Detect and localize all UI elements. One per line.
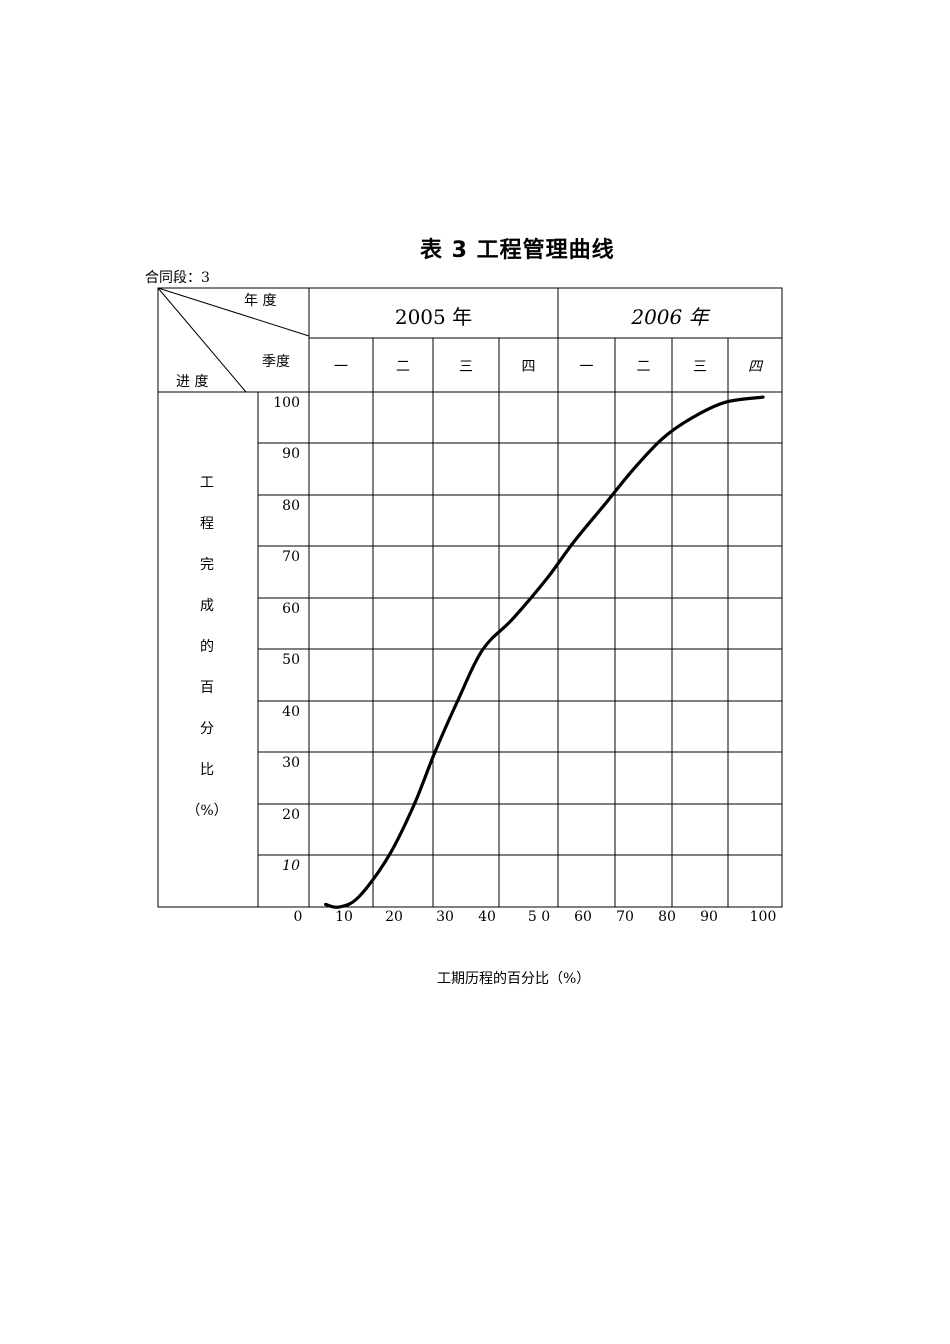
x-tick-label: 80	[658, 909, 676, 925]
year-header-2006: 2006 年	[631, 305, 709, 329]
progress-curve	[324, 395, 765, 909]
y-tick-label: 10	[282, 858, 300, 874]
corner-diagonal-lower	[157, 287, 247, 393]
corner-year-label: 年 度	[244, 293, 277, 309]
x-tick-label: 70	[616, 909, 634, 925]
contract-section-label: 合同段：3	[145, 270, 210, 286]
y-tick-label: 60	[282, 601, 300, 617]
quarter-header: 四	[521, 359, 536, 375]
x-tick-label: 90	[700, 909, 718, 925]
x-tick-label: 10	[335, 909, 353, 925]
x-tick-label: 5 0	[527, 909, 551, 925]
x-tick-label: 30	[436, 909, 454, 925]
y-tick-label: 80	[282, 498, 300, 514]
y-tick-label: 90	[282, 446, 300, 462]
y-axis-label-char: 比	[200, 762, 214, 778]
y-axis-label-char: 分	[200, 721, 214, 737]
y-axis-label-unit: （%）	[186, 803, 228, 819]
y-axis-label-char: 的	[200, 639, 214, 655]
y-tick-label: 40	[282, 704, 300, 720]
x-axis-label: 工期历程的百分比（%）	[437, 971, 591, 987]
y-axis-label-char: 工	[200, 475, 214, 491]
y-tick-label: 100	[273, 395, 300, 411]
quarter-header: 三	[693, 359, 707, 375]
quarter-header: 三	[459, 359, 473, 375]
year-header-2005: 2005 年	[394, 305, 473, 329]
y-axis-label-char: 程	[200, 516, 214, 532]
quarter-header: 一	[334, 359, 348, 375]
y-axis-label-char: 完	[200, 557, 214, 573]
quarter-header: 四	[748, 359, 762, 375]
y-tick-label: 50	[282, 652, 300, 668]
quarter-header: 一	[579, 359, 594, 375]
y-tick-label: 30	[282, 755, 300, 771]
x-tick-label: 20	[385, 909, 403, 925]
x-tick-label: 0	[293, 909, 303, 925]
corner-quarter-label: 季度	[262, 354, 290, 370]
quarter-header: 二	[636, 359, 651, 375]
y-axis-label-char: 百	[200, 680, 214, 696]
x-tick-label: 100	[749, 909, 777, 925]
corner-diagonal-upper	[157, 287, 310, 337]
y-tick-label: 70	[282, 549, 300, 565]
x-tick-label: 60	[574, 909, 592, 925]
x-tick-label: 40	[478, 909, 496, 925]
y-axis-label-char: 成	[200, 598, 214, 614]
quarter-header: 二	[396, 359, 410, 375]
corner-progress-label: 进 度	[176, 374, 209, 390]
page-title: 表 3 工程管理曲线	[420, 238, 615, 263]
y-tick-label: 20	[282, 807, 300, 823]
